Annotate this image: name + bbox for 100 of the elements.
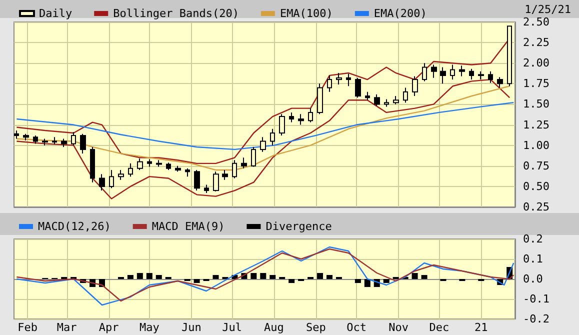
candlestick xyxy=(317,83,323,115)
bar xyxy=(364,279,370,287)
legend-label: EMA(200) xyxy=(374,7,427,20)
candlestick xyxy=(440,66,446,84)
candlestick xyxy=(336,72,342,85)
candlestick xyxy=(298,114,304,126)
candlestick xyxy=(279,114,285,136)
candlestick xyxy=(507,26,512,87)
y-tick-label: -0.1 xyxy=(523,292,550,306)
candlestick xyxy=(99,174,105,192)
y-tick-label: 0.1 xyxy=(523,252,543,266)
candlestick xyxy=(384,98,389,108)
bar xyxy=(317,273,324,279)
bar xyxy=(146,273,152,279)
line-series xyxy=(16,102,514,150)
candlestick xyxy=(365,91,370,101)
candlestick xyxy=(289,112,294,123)
bar xyxy=(270,275,276,279)
candlestick xyxy=(90,146,95,183)
candlestick xyxy=(137,158,143,170)
candlestick xyxy=(327,74,332,92)
line-series xyxy=(16,86,510,171)
bar xyxy=(354,279,361,283)
bar xyxy=(136,273,143,279)
x-tick-label: Jun xyxy=(181,321,202,334)
y-tick-label: -0.2 xyxy=(523,312,550,326)
y-tick-label: 2.25 xyxy=(523,36,550,50)
candlestick xyxy=(204,184,209,194)
candlestick xyxy=(71,132,76,146)
x-tick-label: Jul xyxy=(222,321,242,334)
candlestick xyxy=(459,65,465,77)
bar xyxy=(326,275,332,279)
x-tick-label: Sep xyxy=(306,321,326,334)
candlestick xyxy=(393,96,399,105)
bar xyxy=(250,273,257,279)
y-tick-label: 0.75 xyxy=(523,159,550,172)
candlestick xyxy=(213,171,219,192)
x-tick-label: May xyxy=(139,321,160,334)
candlestick xyxy=(497,76,503,88)
candlestick xyxy=(185,168,190,178)
y-tick-label: 0.50 xyxy=(523,180,550,193)
candlestick xyxy=(403,87,408,104)
candlestick xyxy=(33,134,38,144)
y-tick-label: 1.75 xyxy=(523,77,550,90)
legend-label: MACD EMA(9) xyxy=(152,220,225,233)
legend-label: MACD(12,26) xyxy=(38,220,111,233)
candlestick xyxy=(450,64,455,80)
x-tick-label: Mar xyxy=(56,321,78,334)
candlestick xyxy=(222,170,228,180)
candlestick xyxy=(469,68,474,80)
candlestick xyxy=(478,70,484,80)
candlestick xyxy=(251,146,256,168)
bar xyxy=(383,279,390,283)
candlestick xyxy=(23,133,29,141)
candlestick xyxy=(175,165,181,172)
candlestick xyxy=(355,77,361,98)
candlestick xyxy=(412,76,418,96)
candlestick xyxy=(232,160,237,179)
candlestick xyxy=(241,157,247,169)
candlestick xyxy=(194,170,200,192)
candlestick xyxy=(156,160,162,168)
legend-label: EMA(100) xyxy=(280,7,333,20)
y-tick-label: 0.25 xyxy=(523,200,550,214)
candlestick xyxy=(270,128,275,146)
candlestick xyxy=(374,94,380,106)
candlestick xyxy=(61,138,67,148)
candlestick xyxy=(260,136,266,152)
bar xyxy=(421,275,428,279)
y-tick-label: 1.00 xyxy=(523,138,550,152)
y-tick-label: 2.00 xyxy=(523,56,550,70)
bar xyxy=(260,273,266,279)
legend-label: Daily xyxy=(39,7,72,20)
y-tick-label: 0.2 xyxy=(523,232,543,246)
candlestick xyxy=(128,162,133,178)
x-tick-label: Feb xyxy=(18,321,38,334)
x-tick-label: Apr xyxy=(98,321,120,334)
candlestick xyxy=(488,70,493,84)
candlestick xyxy=(431,64,437,78)
legend-label: Bollinger Bands(20) xyxy=(113,7,239,20)
y-tick-label: 0.0 xyxy=(523,272,543,286)
bar xyxy=(156,275,162,279)
candlestick xyxy=(109,170,114,189)
x-tick-label: Nov xyxy=(388,321,409,334)
x-tick-label: 21 xyxy=(474,321,488,334)
candlestick xyxy=(166,162,171,170)
bar xyxy=(212,275,219,279)
candlestick xyxy=(308,108,313,123)
candlestick xyxy=(42,138,48,146)
y-tick-label: 1.50 xyxy=(523,98,550,111)
candlestick xyxy=(14,130,19,140)
x-tick-label: Dec xyxy=(429,321,450,334)
candlestick xyxy=(52,136,57,146)
y-tick-label: 2.50 xyxy=(523,16,550,28)
candlestick xyxy=(147,158,152,168)
y-tick-label: 1.25 xyxy=(523,118,550,132)
candlestick xyxy=(80,133,86,154)
x-tick-label: Aug xyxy=(264,321,284,334)
candlestick xyxy=(118,170,124,180)
bar xyxy=(288,279,295,283)
candlestick xyxy=(422,62,427,82)
